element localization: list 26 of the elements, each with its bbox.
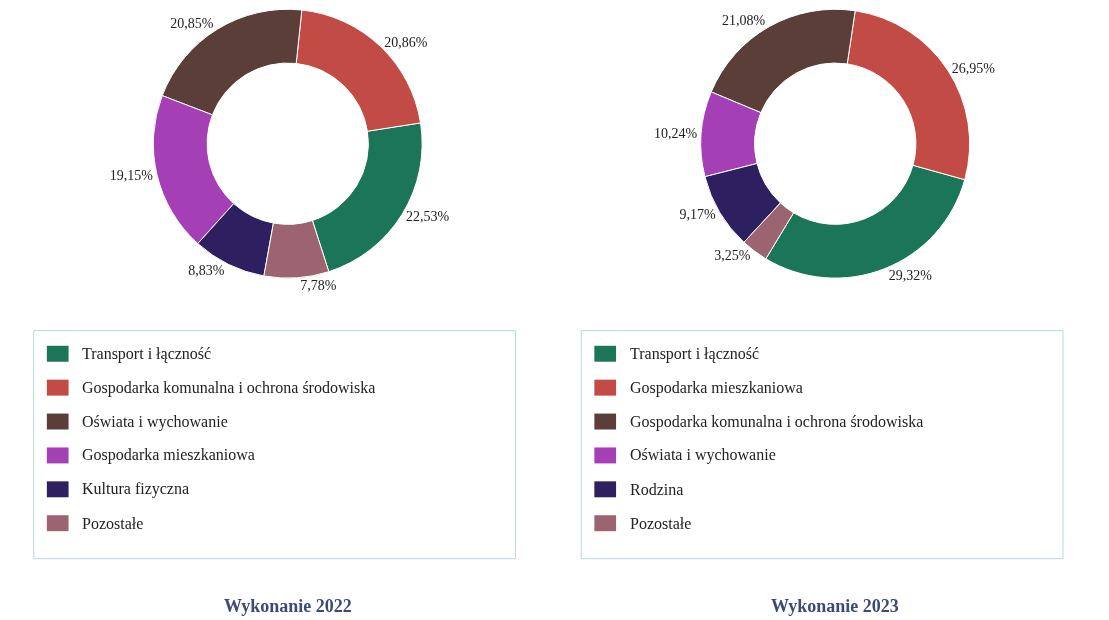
data-label: 9,17% bbox=[679, 206, 716, 222]
data-label: 8,83% bbox=[188, 262, 225, 278]
legend-label: Oświata i wychowanie bbox=[630, 446, 776, 464]
legend-label: Oświata i wychowanie bbox=[82, 413, 228, 431]
data-label: 10,24% bbox=[653, 126, 698, 142]
data-label: 7,78% bbox=[300, 277, 337, 293]
data-label: 22,53% bbox=[405, 208, 450, 224]
legend-label: Gospodarka komunalna i ochrona środowiska bbox=[82, 379, 376, 397]
data-label: 29,32% bbox=[888, 267, 933, 283]
legend-label: Rodzina bbox=[630, 481, 684, 498]
legend-label: Pozostałe bbox=[82, 515, 144, 532]
text: Wykonanie 2023 bbox=[771, 596, 899, 616]
data-label: 26,95% bbox=[951, 60, 996, 76]
legend-label: Transport i łączność bbox=[630, 345, 760, 363]
legend-label: Gospodarka mieszkaniowa bbox=[82, 446, 255, 464]
legend-label: Gospodarka mieszkaniowa bbox=[630, 379, 803, 397]
data-label: 20,85% bbox=[170, 16, 214, 32]
data-label: 21,08% bbox=[722, 13, 766, 29]
legend-label: Kultura fizyczna bbox=[82, 480, 190, 498]
legend-label: Gospodarka komunalna i ochrona środowiska bbox=[630, 413, 924, 431]
data-label: 20,86% bbox=[384, 34, 428, 50]
data-label: 3,25% bbox=[714, 248, 751, 264]
text: Wykonanie 2022 bbox=[224, 596, 352, 616]
legend-label: Transport i łączność bbox=[82, 345, 212, 363]
legend-label: Pozostałe bbox=[630, 515, 692, 532]
data-label: 19,15% bbox=[109, 168, 154, 184]
